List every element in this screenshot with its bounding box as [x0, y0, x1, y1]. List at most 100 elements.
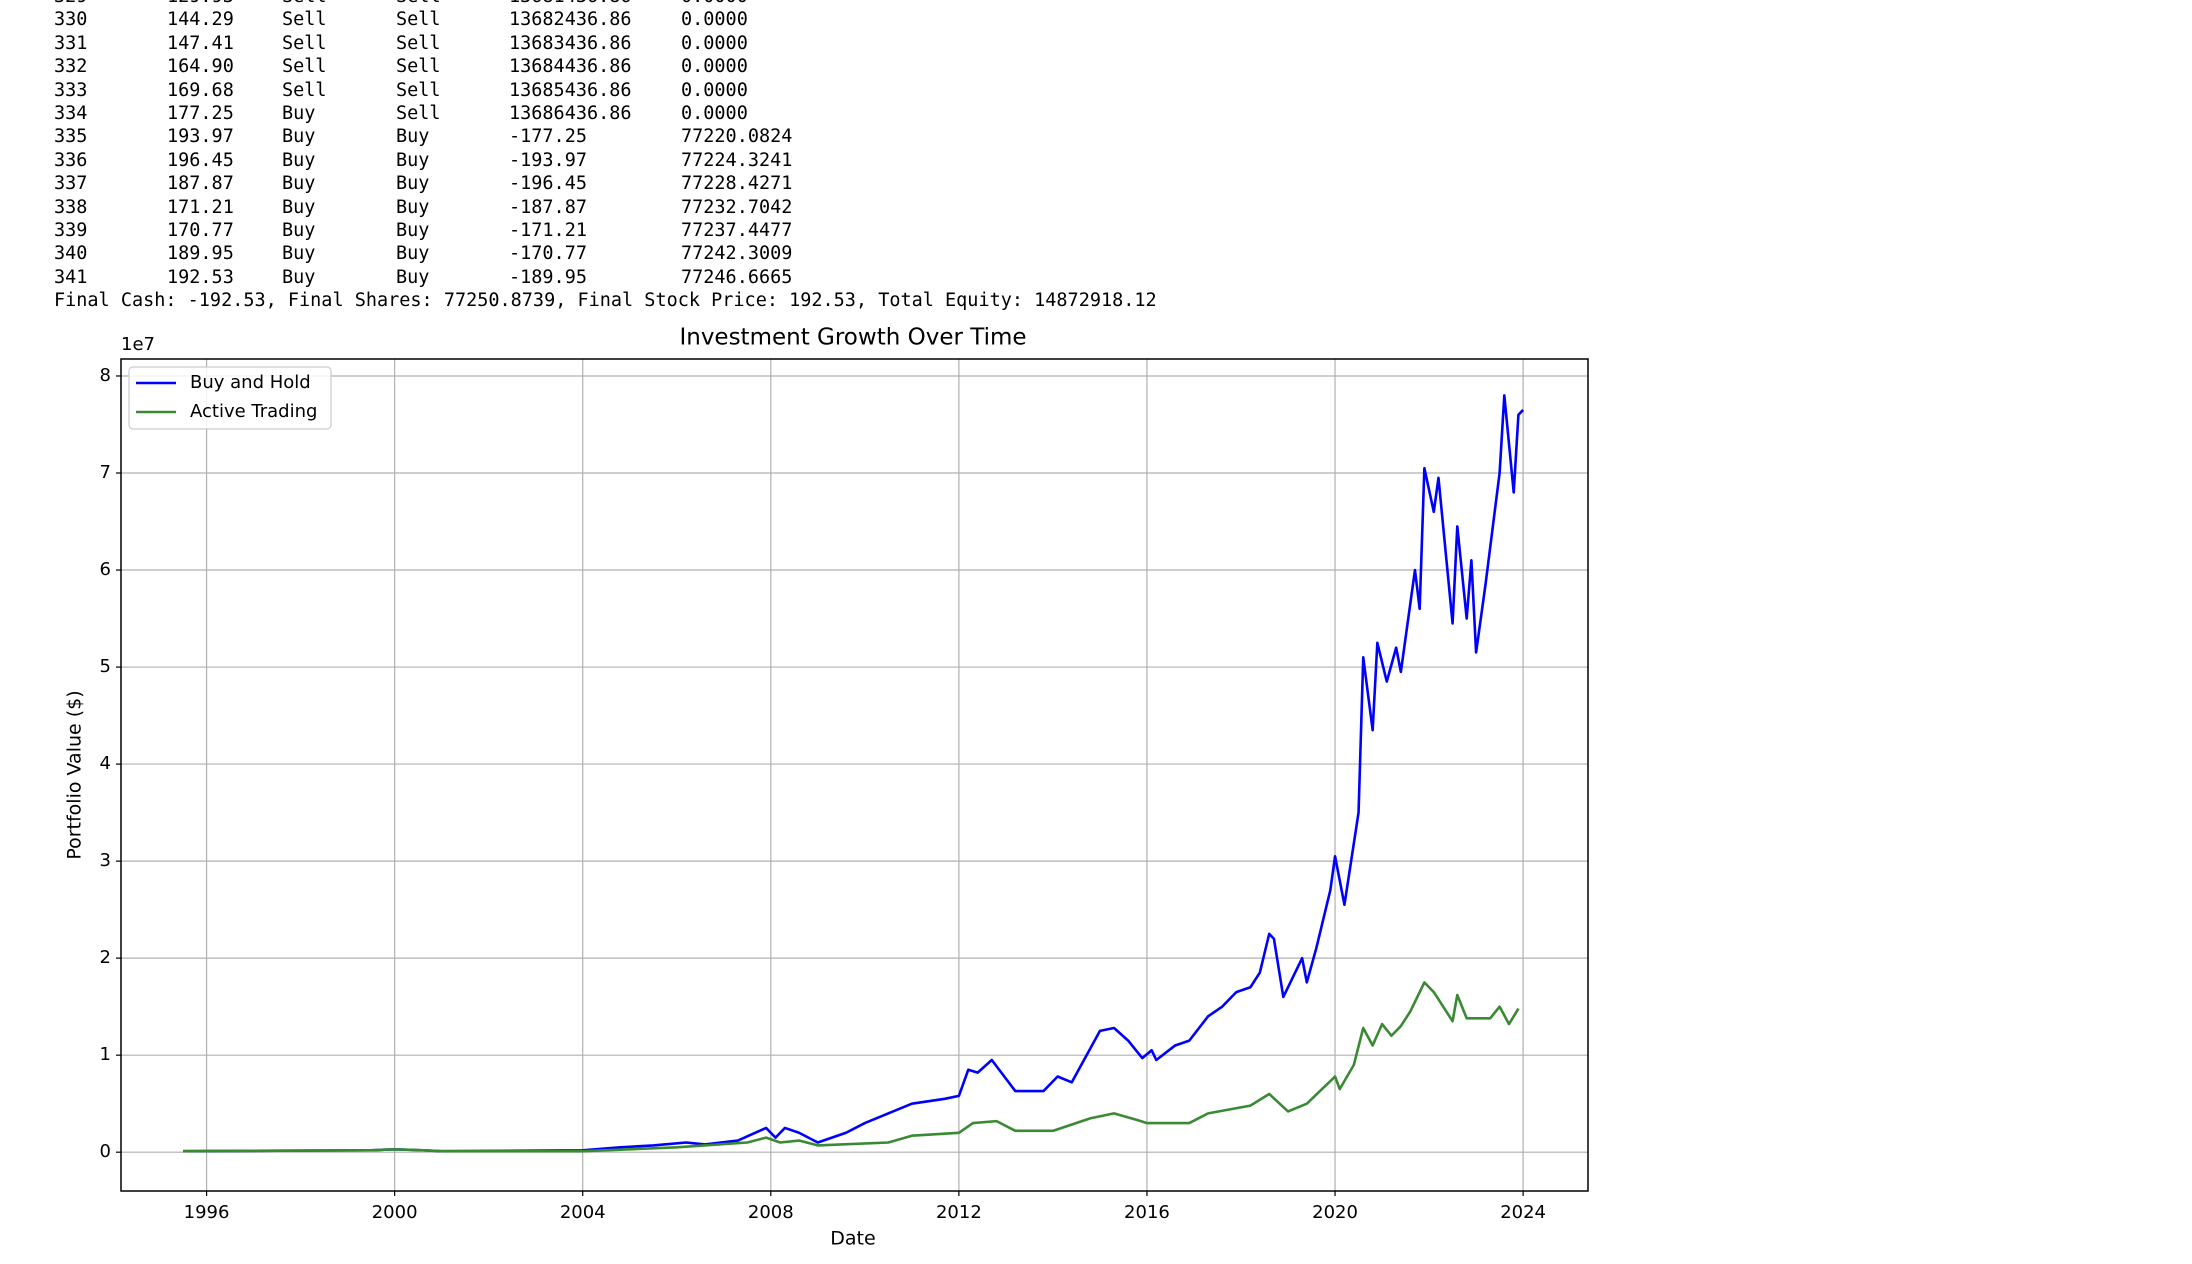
table-cell: 0.0000 [681, 56, 748, 78]
table-cell: 334 [54, 103, 88, 124]
table-cell: Buy [396, 266, 430, 288]
legend-label: Buy and Hold [190, 372, 311, 393]
table-cell: 337 [54, 173, 88, 195]
table-cell: 77224.3241 [681, 149, 793, 171]
table-cell: 13684436.86 [509, 56, 632, 78]
x-axis-label: Date [830, 1228, 875, 1250]
table-cell: Buy [282, 196, 316, 218]
table-cell: -193.97 [509, 149, 587, 171]
table-cell: Buy [282, 103, 316, 124]
summary-line: Final Cash: -192.53, Final Shares: 77250… [54, 290, 1157, 312]
table-cell: Sell [396, 9, 441, 31]
table-cell: Sell [282, 79, 327, 101]
table-cell: Sell [282, 32, 327, 54]
table-cell: 13683436.86 [509, 32, 632, 54]
y-offset-label: 1e7 [121, 334, 155, 355]
y-tick-label: 1 [100, 1044, 111, 1065]
table-cell: -171.21 [509, 220, 587, 241]
legend-label: Active Trading [190, 401, 317, 422]
table-cell: Buy [396, 196, 430, 218]
table-cell: 187.87 [167, 173, 234, 195]
table-cell: Sell [282, 56, 327, 78]
y-tick-label: 6 [100, 559, 111, 580]
y-tick-label: 2 [100, 947, 111, 968]
table-cell: Buy [282, 173, 316, 195]
table-cell: 331 [54, 32, 88, 54]
table-cell: 13681436.86 [509, 0, 632, 7]
table-cell: Buy [282, 220, 316, 241]
table-cell: 332 [54, 56, 88, 78]
table-cell: Buy [396, 220, 430, 241]
table-cell: Buy [282, 126, 316, 148]
table-cell: Sell [396, 79, 441, 101]
table-cell: 335 [54, 126, 88, 148]
table-cell: 169.68 [167, 79, 234, 101]
table-cell: 129.93 [167, 0, 234, 7]
table-cell: 196.45 [167, 149, 234, 171]
table-cell: 164.90 [167, 56, 234, 78]
x-tick-label: 2012 [936, 1202, 982, 1223]
table-cell: 13682436.86 [509, 9, 632, 31]
table-cell: 193.97 [167, 126, 234, 148]
table-cell: 339 [54, 220, 88, 241]
table-cell: -177.25 [509, 126, 587, 148]
y-tick-label: 0 [100, 1141, 111, 1162]
table-cell: 0.0000 [681, 103, 748, 124]
x-tick-label: 2008 [748, 1202, 794, 1223]
table-cell: 147.41 [167, 32, 234, 54]
x-tick-label: 2020 [1312, 1202, 1358, 1223]
table-cell: 77232.7042 [681, 196, 793, 218]
table-cell: 170.77 [167, 220, 234, 241]
y-tick-label: 4 [100, 753, 111, 774]
table-cell: 0.0000 [681, 0, 748, 7]
table-cell: 77237.4477 [681, 220, 793, 241]
chart-title: Investment Growth Over Time [679, 325, 1026, 351]
table-cell: 340 [54, 243, 88, 265]
table-cell: Sell [396, 32, 441, 54]
table-cell: -189.95 [509, 266, 587, 288]
y-tick-label: 7 [100, 462, 111, 483]
legend-box [128, 366, 332, 430]
table-cell: 177.25 [167, 103, 234, 124]
table-cell: 329 [54, 0, 87, 7]
table-cell: Sell [282, 9, 327, 31]
table-cell: -187.87 [509, 196, 587, 218]
table-cell: 0.0000 [681, 32, 748, 54]
table-cell: Sell [396, 103, 441, 124]
series-line [183, 981, 1520, 1153]
table-cell: Buy [282, 266, 316, 288]
table-cell: 0.0000 [681, 9, 748, 31]
plot-frame [120, 358, 1589, 1192]
table-cell: Sell [396, 56, 441, 78]
table-cell: Sell [396, 0, 441, 7]
table-cell: 336 [54, 149, 88, 171]
table-cell: 144.29 [167, 9, 234, 31]
table-cell: 13686436.86 [509, 103, 632, 124]
table-cell: 77228.4271 [681, 173, 793, 195]
table-cell: 189.95 [167, 243, 234, 265]
table-cell: 77242.3009 [681, 243, 793, 265]
table-cell: 333 [54, 79, 88, 101]
table-cell: 0.0000 [681, 79, 748, 101]
table-cell: 192.53 [167, 266, 234, 288]
x-tick-label: 2016 [1124, 1202, 1170, 1223]
table-cell: 171.21 [167, 196, 234, 218]
table-cell: Buy [282, 149, 316, 171]
table-cell: -196.45 [509, 173, 587, 195]
table-cell: 77246.6665 [681, 266, 793, 288]
console-output: 329129.93SellSell13681436.860.0000330144… [0, 0, 2192, 320]
x-tick-label: 1996 [184, 1202, 230, 1223]
table-cell: Buy [396, 149, 430, 171]
table-cell: Buy [396, 126, 430, 148]
x-tick-label: 2000 [372, 1202, 418, 1223]
y-axis-label: Portfolio Value ($) [64, 690, 86, 859]
table-cell: Buy [282, 243, 316, 265]
table-cell: Sell [282, 0, 327, 7]
y-tick-label: 3 [100, 850, 111, 871]
x-tick-label: 2024 [1500, 1202, 1546, 1223]
table-cell: 338 [54, 196, 88, 218]
table-cell: -170.77 [509, 243, 587, 265]
table-cell: 77220.0824 [681, 126, 793, 148]
